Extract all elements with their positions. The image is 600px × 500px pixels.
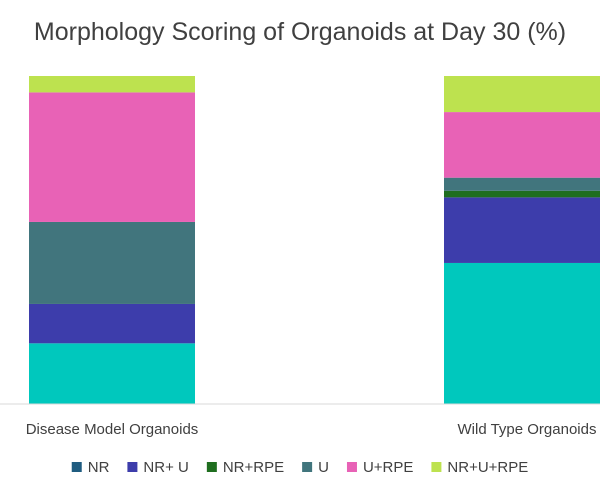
- bar-segment-u-rpe-wild-type-organoids: [444, 112, 600, 178]
- legend-label-nr-u: NR+ U: [143, 459, 188, 476]
- bar-segment-u-rpe-disease-model-organoids: [29, 92, 195, 222]
- bar-segment-nr-wild-type-organoids: [444, 262, 600, 404]
- bar-segment-nr-u-rpe-wild-type-organoids: [444, 76, 600, 113]
- category-label-wild-type: Wild Type Organoids: [458, 421, 597, 438]
- legend-swatch-nr: [71, 462, 82, 472]
- bar-segment-u-disease-model-organoids: [29, 221, 195, 304]
- chart-title: Morphology Scoring of Organoids at Day 3…: [34, 18, 566, 46]
- bars-group: [29, 76, 600, 404]
- legend-label-nr: NR: [88, 459, 110, 476]
- legend-swatch-nr-u-rpe: [431, 462, 442, 472]
- legend-swatch-nr-rpe: [206, 462, 217, 472]
- legend-label-u-rpe: U+RPE: [363, 459, 413, 476]
- legend-swatch-u-rpe: [346, 462, 357, 472]
- legend-swatch-nr-u: [127, 462, 138, 472]
- bar-segment-nr-u-disease-model-organoids: [29, 303, 195, 344]
- category-label-disease-model: Disease Model Organoids: [26, 421, 199, 438]
- legend-label-nr-u-rpe: NR+U+RPE: [447, 459, 528, 476]
- bar-segment-nr-u-wild-type-organoids: [444, 197, 600, 263]
- bar-segment-u-wild-type-organoids: [444, 177, 600, 191]
- bar-segment-nr-rpe-wild-type-organoids: [444, 190, 600, 198]
- bar-segment-nr-disease-model-organoids: [29, 343, 195, 404]
- legend-label-u: U: [318, 459, 329, 476]
- legend-label-nr-rpe: NR+RPE: [223, 459, 284, 476]
- legend-swatch-u: [302, 462, 313, 472]
- bar-segment-nr-u-rpe-disease-model-organoids: [29, 76, 195, 93]
- legend: NR NR+ U NR+RPE U U+RPE NR+U+RPE: [71, 459, 528, 476]
